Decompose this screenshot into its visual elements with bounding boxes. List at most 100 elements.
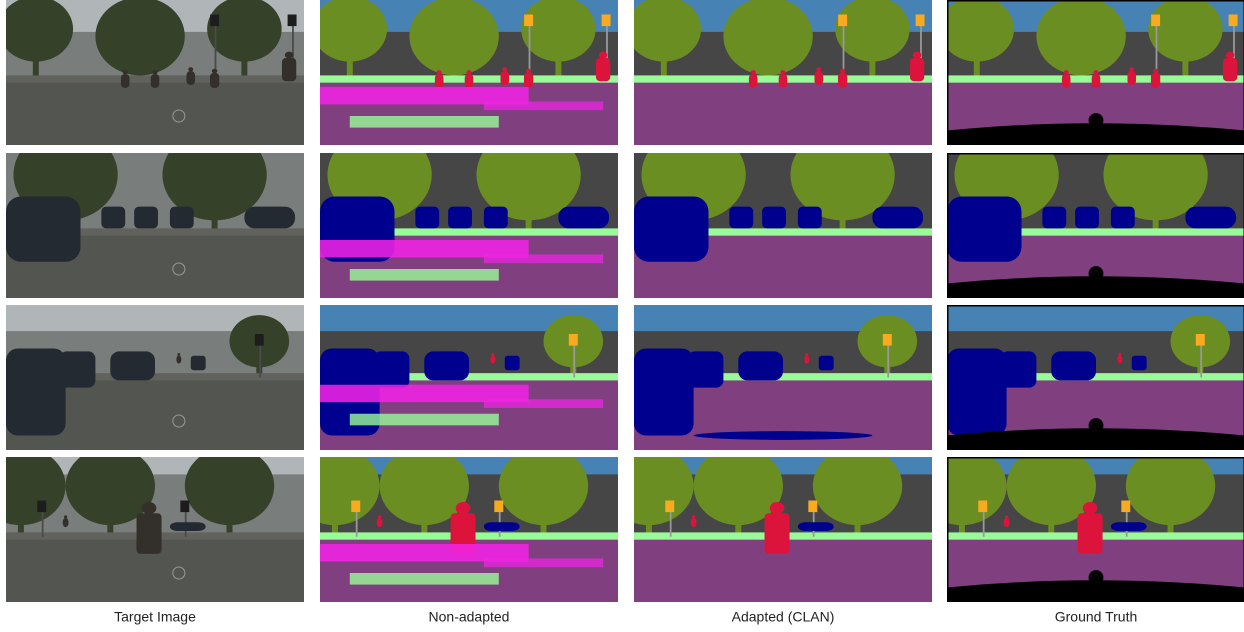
- tree-trunk: [1152, 174, 1159, 233]
- person-head: [750, 70, 756, 75]
- noise: [483, 254, 604, 264]
- panel: [320, 305, 618, 450]
- tree-trunk: [869, 29, 876, 80]
- person: [136, 513, 162, 554]
- person-head: [691, 515, 696, 519]
- noise: [349, 413, 499, 426]
- person: [1117, 355, 1123, 364]
- panel: [6, 0, 304, 145]
- shade: [6, 457, 304, 602]
- tree-trunk: [973, 29, 980, 80]
- car: [169, 206, 194, 229]
- noise: [320, 384, 529, 403]
- panel: [947, 153, 1244, 298]
- tree-trunk: [1048, 486, 1055, 537]
- person-head: [502, 67, 508, 72]
- car: [729, 206, 754, 229]
- traffic-light: [882, 334, 892, 346]
- panel-content: [6, 457, 304, 602]
- tree-trunk: [525, 174, 532, 233]
- car: [947, 348, 1007, 436]
- person-head: [455, 502, 471, 515]
- car-logo: [172, 414, 186, 428]
- person-head: [377, 515, 382, 519]
- tree-trunk: [645, 486, 652, 537]
- pole: [1200, 334, 1203, 378]
- traffic-light: [1151, 14, 1161, 27]
- tree-trunk: [346, 29, 353, 80]
- ego-vehicle-logo: [1088, 418, 1104, 433]
- pole: [41, 500, 44, 537]
- car: [483, 522, 520, 531]
- caption: Target Image: [114, 609, 196, 625]
- traffic-light: [254, 334, 264, 346]
- person: [837, 72, 848, 88]
- person-head: [188, 67, 194, 72]
- car: [797, 522, 834, 531]
- tree-trunk: [331, 486, 338, 537]
- person-head: [1118, 353, 1122, 356]
- person-head: [525, 68, 532, 74]
- car: [373, 351, 410, 388]
- pole: [184, 500, 187, 537]
- vegetation: [634, 0, 702, 62]
- person-head: [177, 353, 181, 356]
- car: [415, 206, 440, 229]
- traffic-light: [601, 14, 611, 27]
- person: [748, 73, 758, 88]
- traffic-light: [351, 500, 361, 513]
- tree-trunk: [137, 36, 144, 80]
- person-head: [1225, 51, 1235, 59]
- car: [110, 351, 155, 381]
- pole: [1125, 500, 1128, 537]
- car: [59, 351, 96, 388]
- traffic-light: [1195, 334, 1205, 346]
- sidewalk-strip: [6, 228, 304, 236]
- person: [376, 517, 383, 528]
- panel-content: [634, 457, 932, 602]
- person: [690, 517, 697, 528]
- person: [1077, 513, 1103, 554]
- pole: [259, 334, 262, 378]
- person-head: [816, 67, 822, 72]
- person: [778, 73, 788, 88]
- tree-trunk: [211, 174, 218, 233]
- car: [1051, 351, 1096, 381]
- traffic-light: [180, 500, 190, 513]
- person: [464, 73, 474, 88]
- tree-trunk: [32, 29, 39, 80]
- traffic-light: [37, 500, 47, 513]
- pole: [982, 500, 985, 537]
- tree-trunk: [256, 341, 263, 378]
- car: [424, 351, 469, 381]
- person: [814, 71, 824, 85]
- car: [504, 355, 520, 371]
- person: [490, 355, 496, 364]
- car-logo: [172, 566, 186, 580]
- traffic-light: [287, 14, 297, 27]
- panel: [947, 457, 1244, 602]
- person: [450, 513, 476, 554]
- panel: [320, 0, 618, 145]
- ego-vehicle-logo: [1088, 570, 1104, 585]
- car: [872, 206, 924, 229]
- person-head: [436, 70, 442, 75]
- panel: [634, 0, 932, 145]
- person-head: [63, 515, 68, 519]
- noise: [320, 240, 529, 258]
- person-head: [912, 51, 922, 59]
- person-head: [1093, 70, 1099, 75]
- person: [62, 517, 69, 528]
- car: [797, 206, 822, 229]
- panel-content: [634, 0, 932, 145]
- pole: [214, 14, 217, 80]
- vegetation: [320, 0, 388, 62]
- road: [6, 79, 304, 145]
- tree-trunk: [241, 29, 248, 80]
- car-logo: [172, 262, 186, 276]
- vegetation: [947, 0, 1015, 62]
- traffic-light: [665, 500, 675, 513]
- car: [6, 196, 81, 262]
- tree-trunk: [540, 486, 547, 537]
